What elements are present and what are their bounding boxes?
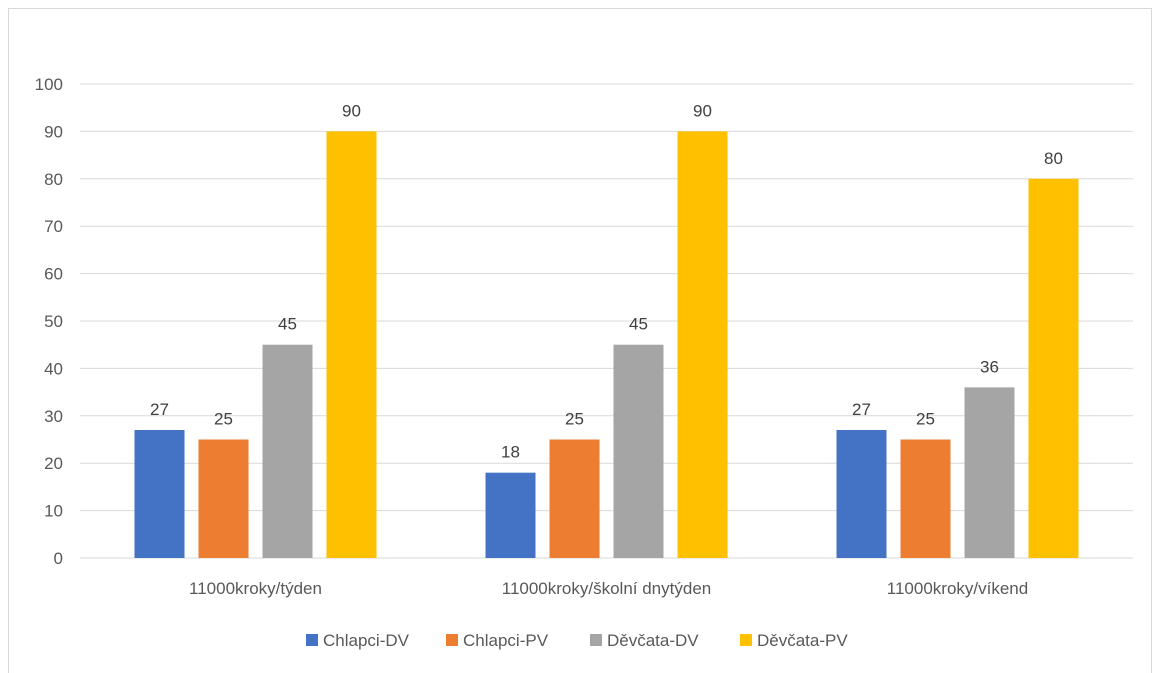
bar-děvčata-dv xyxy=(613,344,664,558)
legend-swatch xyxy=(446,634,458,646)
legend-label: Chlapci-PV xyxy=(463,631,549,650)
bar-děvčata-pv xyxy=(677,131,728,558)
y-tick-label: 30 xyxy=(44,407,63,426)
category-label: 11000kroky/týden xyxy=(189,579,322,598)
legend: Chlapci-DV Chlapci-PV Děvčata-DV Děvčata-PV xyxy=(306,631,848,650)
y-tick-label: 80 xyxy=(44,170,63,189)
data-label: 25 xyxy=(916,410,935,429)
data-label: 90 xyxy=(693,101,712,120)
legend-swatch xyxy=(740,634,752,646)
category-labels: 11000kroky/týden 11000kroky/školní dnytýd… xyxy=(189,579,1028,598)
y-tick-label: 50 xyxy=(44,312,63,331)
bar-chlapci-pv xyxy=(198,439,249,558)
y-tick-label: 100 xyxy=(35,75,63,94)
data-label: 36 xyxy=(980,357,999,376)
y-tick-label: 90 xyxy=(44,122,63,141)
bar-děvčata-dv xyxy=(964,387,1015,558)
legend-swatch xyxy=(590,634,602,646)
category-label: 11000kroky/víkend xyxy=(887,579,1028,598)
y-tick-label: 0 xyxy=(54,549,63,568)
bar-chlapci-dv xyxy=(485,472,536,558)
y-tick-label: 70 xyxy=(44,217,63,236)
gridlines xyxy=(80,83,1133,559)
chart-frame xyxy=(8,8,1152,673)
y-tick-label: 20 xyxy=(44,454,63,473)
bar-chlapci-dv xyxy=(836,430,887,558)
data-label: 25 xyxy=(565,410,584,429)
y-tick-label: 60 xyxy=(44,265,63,284)
category-label: 11000kroky/školní dnytýden xyxy=(502,579,711,598)
bar-děvčata-pv xyxy=(326,131,377,558)
data-label: 80 xyxy=(1044,149,1063,168)
bar-chlapci-dv xyxy=(134,430,185,558)
bar-chlapci-pv xyxy=(549,439,600,558)
data-label: 27 xyxy=(150,400,169,419)
y-tick-label: 40 xyxy=(44,359,63,378)
data-label: 25 xyxy=(214,410,233,429)
bar-děvčata-pv xyxy=(1028,178,1079,559)
data-label: 45 xyxy=(629,315,648,334)
legend-label: Děvčata-PV xyxy=(757,631,848,650)
legend-label: Děvčata-DV xyxy=(607,631,699,650)
data-label: 27 xyxy=(852,400,871,419)
bars xyxy=(134,131,1079,559)
data-label: 90 xyxy=(342,101,361,120)
data-labels: 27 25 45 90 18 25 45 90 27 25 36 80 xyxy=(150,101,1063,461)
data-label: 45 xyxy=(278,315,297,334)
legend-swatch xyxy=(306,634,318,646)
legend-label: Chlapci-DV xyxy=(323,631,410,650)
y-axis-ticks: 0 10 20 30 40 50 60 70 80 90 100 xyxy=(35,75,63,568)
data-label: 18 xyxy=(501,443,520,462)
y-tick-label: 10 xyxy=(44,502,63,521)
bar-chlapci-pv xyxy=(900,439,951,558)
bar-děvčata-dv xyxy=(262,344,313,558)
